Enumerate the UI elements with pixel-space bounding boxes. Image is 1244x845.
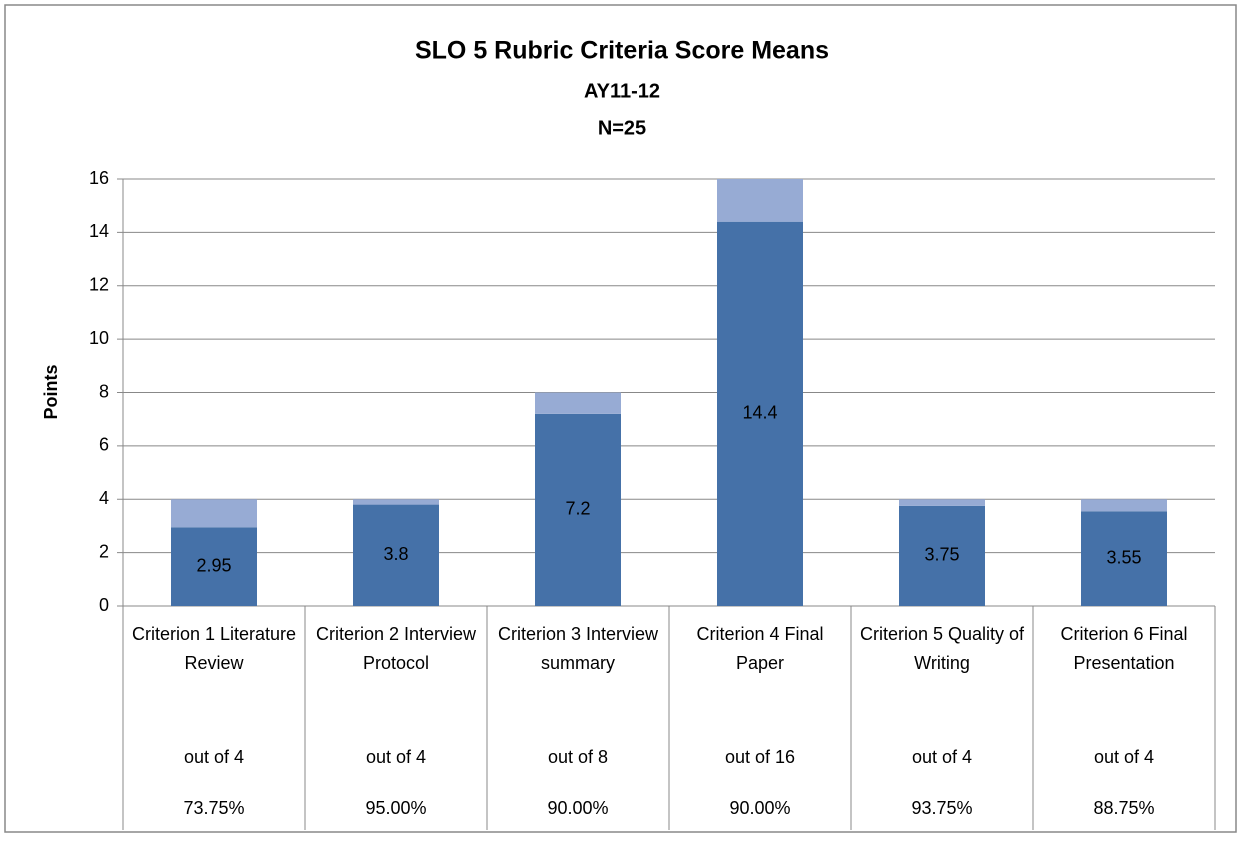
bar-segment	[535, 413, 621, 606]
y-tick-label: 6	[99, 435, 109, 455]
bar-segment	[899, 505, 985, 606]
table-cell: 90.00%	[547, 798, 608, 818]
chart-subtitle: N=25	[598, 117, 646, 139]
x-tick-label-box: Criterion 6 Final Presentation	[1060, 624, 1188, 673]
y-tick-label: 16	[89, 168, 109, 188]
y-tick-label: 10	[89, 328, 109, 348]
y-axis-label: Points	[41, 364, 61, 419]
bar-segment	[353, 504, 439, 606]
y-tick-label: 12	[89, 275, 109, 295]
x-tick-label-box: Criterion 4 Final Paper	[696, 624, 824, 673]
x-tick-label-box: Criterion 1 Literature Review	[131, 624, 297, 673]
x-tick-label: Criterion 6 Final Presentation	[1060, 624, 1188, 673]
table-cell: out of 4	[912, 747, 972, 767]
x-tick-label-box: Criterion 5 Quality of Writing	[859, 624, 1025, 673]
bar-segment	[535, 392, 621, 414]
data-label: 2.95	[196, 555, 231, 575]
table-cell: out of 8	[548, 747, 608, 767]
data-label: 3.55	[1106, 547, 1141, 567]
y-tick-label: 14	[89, 221, 109, 241]
bar-segment	[899, 499, 985, 506]
x-tick-label: Criterion 3 Interview summary	[497, 624, 659, 673]
y-tick-label: 8	[99, 381, 109, 401]
y-tick-label: 4	[99, 488, 109, 508]
table-cell: 95.00%	[365, 798, 426, 818]
table-cell: 73.75%	[183, 798, 244, 818]
table-cell: out of 4	[1094, 747, 1154, 767]
table-cell: 90.00%	[729, 798, 790, 818]
chart-title: SLO 5 Rubric Criteria Score Means	[415, 37, 829, 65]
chart-subtitle: AY11-12	[584, 80, 660, 102]
bar-segment	[353, 499, 439, 505]
x-tick-label: Criterion 1 Literature Review	[131, 624, 297, 673]
data-label: 14.4	[742, 403, 777, 423]
bar-segment	[1081, 499, 1167, 512]
bar-segment	[717, 221, 803, 606]
x-tick-label-box: Criterion 3 Interview summary	[497, 624, 659, 673]
table-cell: out of 4	[366, 747, 426, 767]
bar-segment	[171, 527, 257, 606]
y-tick-label: 0	[99, 595, 109, 615]
bar-segment	[717, 179, 803, 222]
table-cell: 93.75%	[911, 798, 972, 818]
bar-segment	[1081, 511, 1167, 606]
y-tick-label: 2	[99, 541, 109, 561]
data-label: 7.2	[565, 499, 590, 519]
table-cell: 88.75%	[1093, 798, 1154, 818]
x-tick-label: Criterion 2 Interview Protocol	[315, 624, 477, 673]
data-label: 3.8	[383, 544, 408, 564]
x-tick-label: Criterion 4 Final Paper	[696, 624, 824, 673]
table-cell: out of 4	[184, 747, 244, 767]
x-tick-label: Criterion 5 Quality of Writing	[859, 624, 1025, 673]
bar-segment	[171, 499, 257, 528]
data-label: 3.75	[924, 545, 959, 565]
x-tick-label-box: Criterion 2 Interview Protocol	[315, 624, 477, 673]
table-cell: out of 16	[725, 747, 795, 767]
